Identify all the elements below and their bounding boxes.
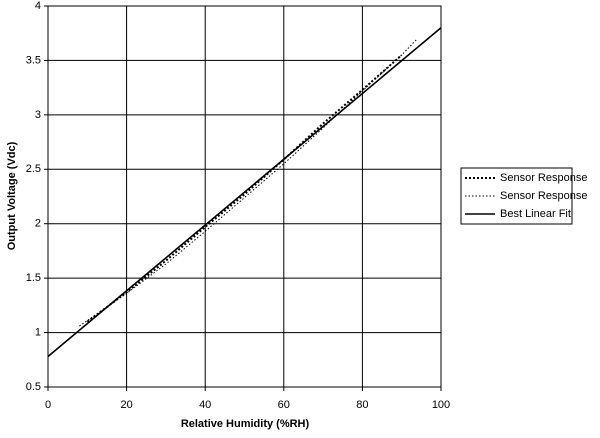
x-tick-label: 0 bbox=[45, 399, 51, 411]
legend-label: Sensor Response bbox=[500, 190, 587, 202]
series-line bbox=[79, 38, 418, 327]
series-line bbox=[86, 54, 403, 323]
x-tick-label: 100 bbox=[432, 399, 450, 411]
y-tick-label: 1.5 bbox=[26, 272, 41, 284]
y-tick-label: 2.5 bbox=[26, 163, 41, 175]
y-axis-title: Output Voltage (Vdc) bbox=[6, 141, 18, 250]
y-tick-label: 3 bbox=[35, 109, 41, 121]
x-tick-label: 80 bbox=[356, 399, 368, 411]
y-tick-label: 0.5 bbox=[26, 381, 41, 393]
y-tick-label: 4 bbox=[35, 0, 41, 12]
x-tick-label: 60 bbox=[278, 399, 290, 411]
x-tick-label: 20 bbox=[120, 399, 132, 411]
y-tick-label: 2 bbox=[35, 218, 41, 230]
y-tick-label: 3.5 bbox=[26, 54, 41, 66]
legend-label: Best Linear Fit bbox=[500, 208, 571, 220]
x-tick-label: 40 bbox=[199, 399, 211, 411]
series-line bbox=[47, 27, 442, 358]
x-axis-title: Relative Humidity (%RH) bbox=[181, 418, 310, 430]
plot-area bbox=[47, 5, 442, 388]
legend-label: Sensor Response bbox=[500, 172, 587, 184]
y-tick-label: 1 bbox=[35, 326, 41, 338]
